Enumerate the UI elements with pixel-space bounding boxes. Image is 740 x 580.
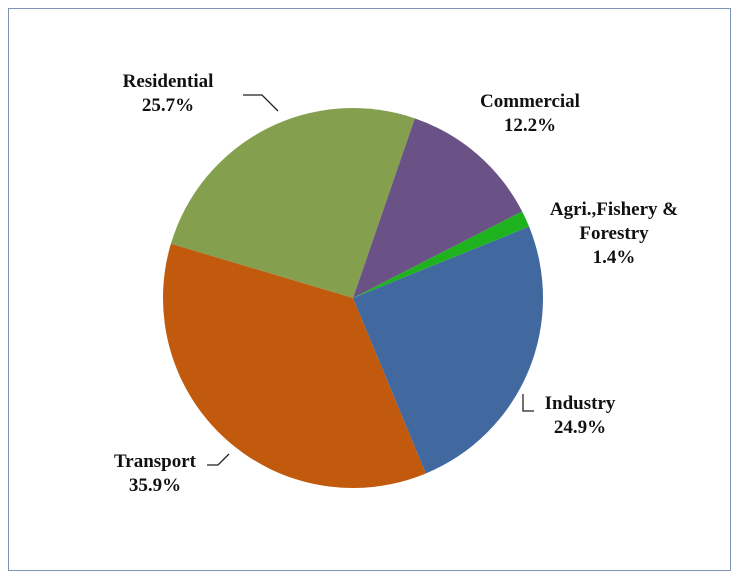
category-label: Agri.,Fishery & Forestry	[549, 199, 679, 244]
value-label: 1.4%	[592, 247, 636, 268]
category-label: Residential	[122, 71, 214, 92]
slice-label: Commercial 12.2%	[480, 90, 580, 138]
pie-slice	[163, 243, 426, 488]
slice-label: Residential 25.7%	[123, 70, 214, 118]
pie-slice	[353, 211, 530, 298]
pie-slice	[353, 118, 523, 298]
frame	[8, 8, 731, 571]
category-label: Transport	[114, 451, 196, 472]
pie-slice	[170, 107, 415, 298]
slice-label: Transport 35.9%	[114, 450, 196, 498]
pie-slice	[353, 226, 543, 474]
value-label: 35.9%	[128, 475, 182, 496]
leader-lines	[207, 94, 534, 466]
value-label: 25.7%	[141, 95, 195, 116]
category-label: Commercial	[480, 91, 580, 112]
slice-label: Agri.,Fishery & Forestry 1.4%	[534, 198, 694, 270]
leader-line	[522, 394, 534, 412]
value-label: 24.9%	[553, 417, 607, 438]
category-label: Industry	[544, 393, 616, 414]
leader-line	[207, 453, 230, 466]
value-label: 12.2%	[503, 115, 557, 136]
slice-label: Industry 24.9%	[545, 392, 616, 440]
leader-line	[243, 94, 279, 112]
